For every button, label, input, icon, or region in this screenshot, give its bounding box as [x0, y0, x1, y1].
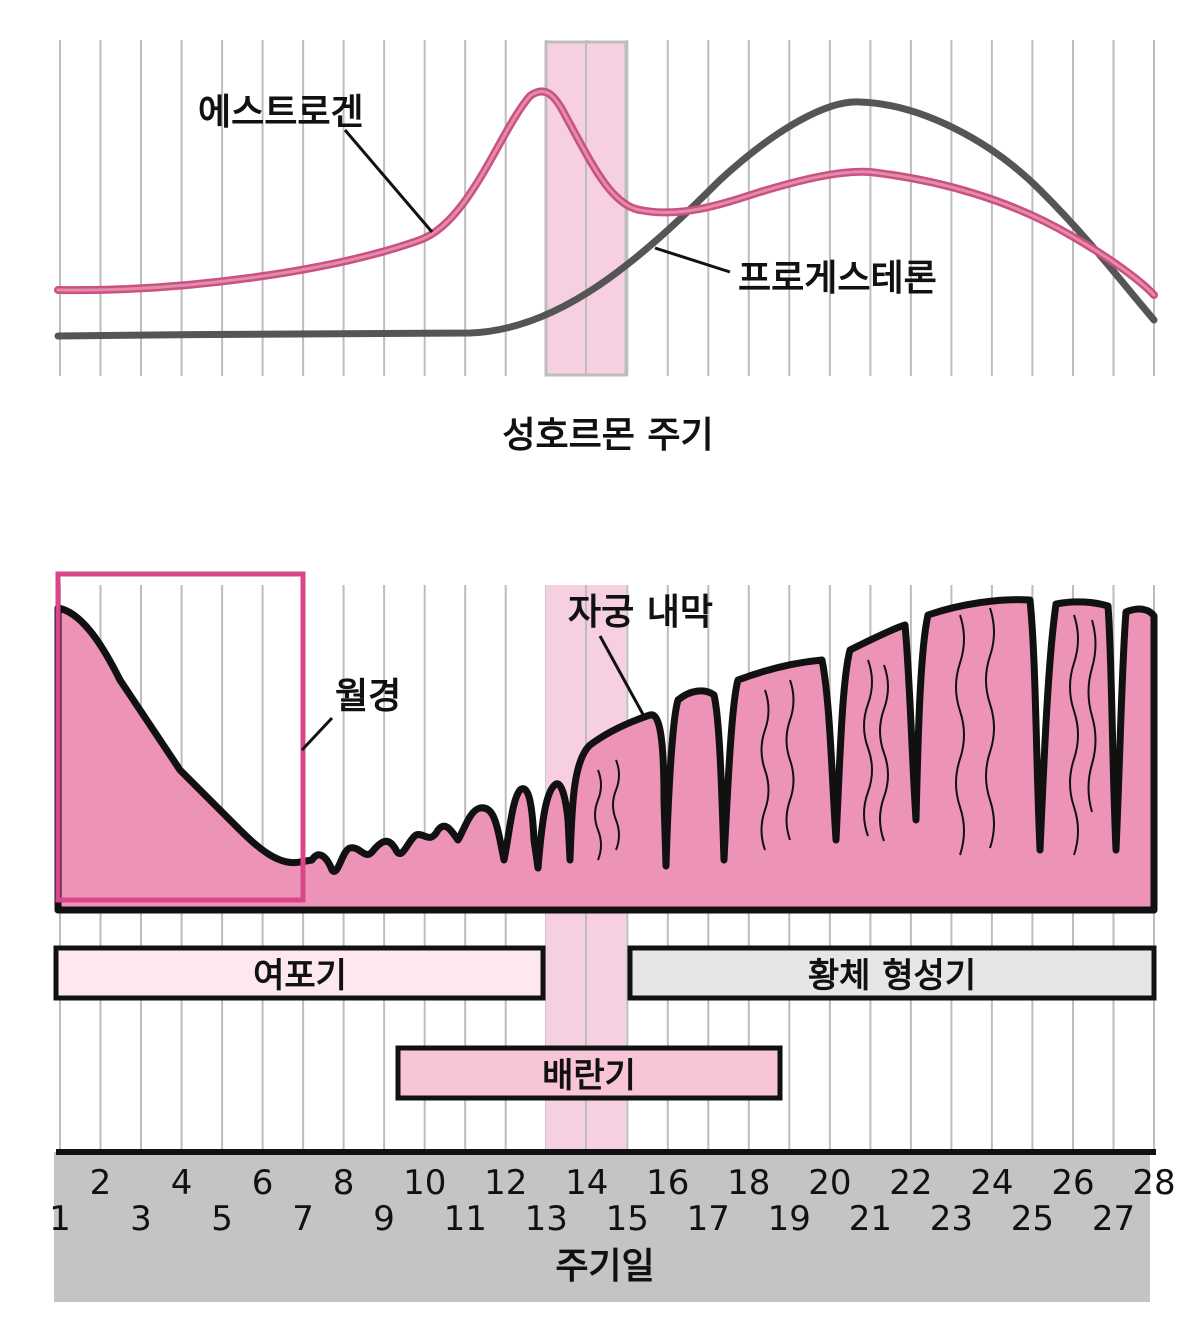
luteal-phase-label: 황체 형성기 — [808, 956, 976, 996]
estrogen-leader-line — [343, 129, 434, 233]
day-tick-17: 17 — [687, 1199, 730, 1239]
menstruation-leader-line — [300, 716, 334, 752]
menstruation-box — [55, 571, 306, 903]
day-tick-18: 18 — [727, 1163, 770, 1203]
day-tick-25: 25 — [1011, 1199, 1054, 1239]
day-tick-28: 28 — [1132, 1163, 1175, 1203]
hormone-chart-title: 성호르몬 주기 — [502, 415, 713, 456]
axis-label: 주기일 — [555, 1246, 654, 1287]
endometrium-label: 자궁 내막 — [568, 592, 713, 633]
follicular-phase-bar — [53, 945, 546, 1001]
day-tick-20: 20 — [808, 1163, 851, 1203]
day-tick-3: 3 — [130, 1199, 152, 1239]
day-tick-24: 24 — [970, 1163, 1013, 1203]
estrogen-curve-highlight — [56, 90, 1156, 297]
day-tick-labels: 1234567891011121314151617181920212223242… — [49, 1163, 1175, 1239]
axis-band — [54, 1152, 1150, 1302]
day-tick-5: 5 — [211, 1199, 233, 1239]
estrogen-label: 에스트로겐 — [198, 92, 364, 133]
day-tick-15: 15 — [606, 1199, 649, 1239]
day-tick-12: 12 — [484, 1163, 527, 1203]
day-tick-9: 9 — [373, 1199, 395, 1239]
day-tick-8: 8 — [333, 1163, 355, 1203]
day-axis: 1234567891011121314151617181920212223242… — [49, 1149, 1176, 1302]
progesterone-curve — [54, 98, 1158, 340]
endometrial-glands — [594, 607, 1097, 861]
day-tick-1: 1 — [49, 1199, 71, 1239]
ovulation-phase-bar — [395, 1045, 783, 1101]
day-tick-4: 4 — [171, 1163, 193, 1203]
day-tick-16: 16 — [646, 1163, 689, 1203]
ovulation-phase-label: 배란기 — [542, 1056, 636, 1096]
endometrium-tissue — [54, 596, 1158, 914]
day-tick-14: 14 — [565, 1163, 608, 1203]
day-tick-21: 21 — [849, 1199, 892, 1239]
day-tick-27: 27 — [1092, 1199, 1135, 1239]
day-tick-19: 19 — [768, 1199, 811, 1239]
follicular-phase-label: 여포기 — [253, 956, 347, 996]
luteal-phase-bar — [627, 945, 1157, 1001]
day-tick-13: 13 — [525, 1199, 568, 1239]
day-tick-22: 22 — [889, 1163, 932, 1203]
hormone-chart: 에스트로겐 프로게스테론 성호르몬 주기 — [54, 40, 1158, 456]
day-tick-7: 7 — [292, 1199, 314, 1239]
progesterone-leader-line — [654, 246, 731, 274]
day-tick-23: 23 — [930, 1199, 973, 1239]
phase-bars: 여포기 황체 형성기 배란기 — [53, 945, 1157, 1101]
day-tick-11: 11 — [444, 1199, 487, 1239]
day-tick-6: 6 — [252, 1163, 274, 1203]
day-tick-2: 2 — [90, 1163, 112, 1203]
day-tick-10: 10 — [403, 1163, 446, 1203]
menstruation-label: 월경 — [335, 676, 401, 717]
progesterone-label: 프로게스테론 — [738, 258, 937, 299]
day-tick-26: 26 — [1051, 1163, 1094, 1203]
endometrium-leader-line — [598, 635, 647, 719]
endometrium-section: 월경 자궁 내막 — [54, 571, 1158, 1150]
